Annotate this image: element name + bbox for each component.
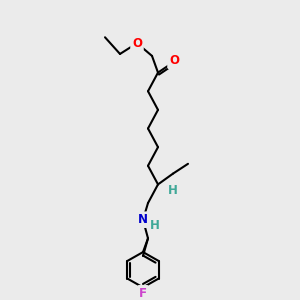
Text: F: F bbox=[139, 287, 147, 300]
Text: H: H bbox=[168, 184, 178, 197]
Text: N: N bbox=[138, 213, 148, 226]
Text: O: O bbox=[169, 54, 179, 67]
Text: O: O bbox=[132, 37, 142, 50]
Text: H: H bbox=[150, 219, 160, 232]
